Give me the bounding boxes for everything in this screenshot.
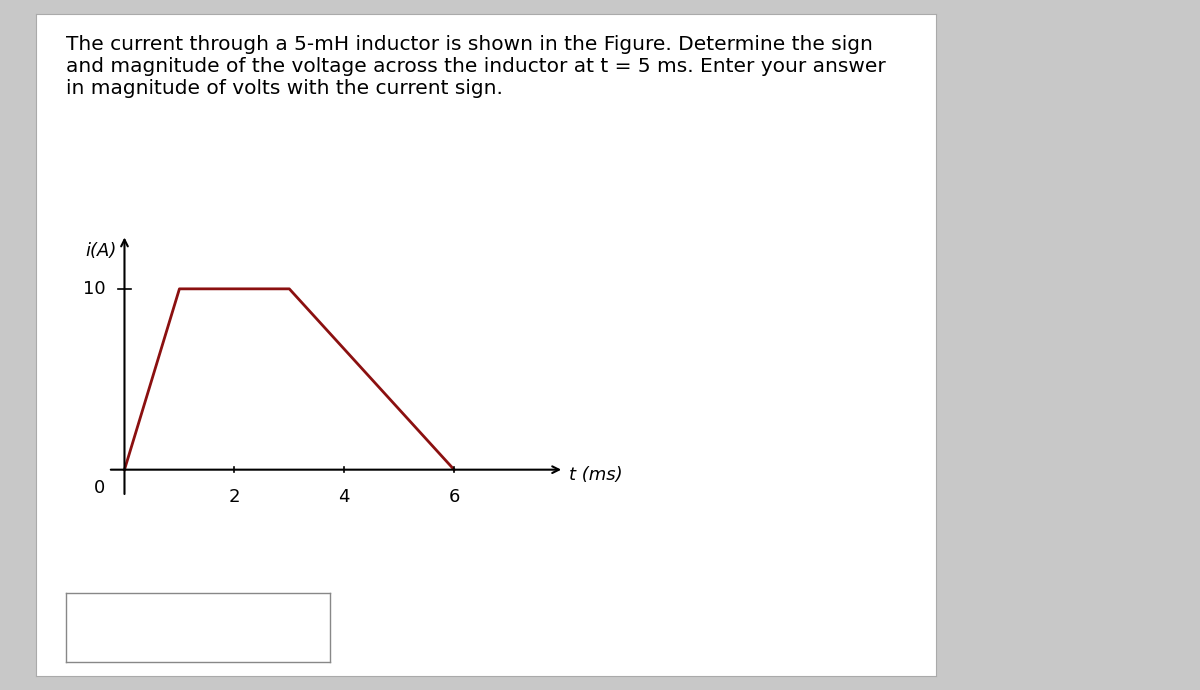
Text: 6: 6: [449, 488, 460, 506]
Text: 4: 4: [338, 488, 350, 506]
Text: i(A): i(A): [85, 241, 116, 259]
Text: t (ms): t (ms): [570, 466, 623, 484]
Text: 10: 10: [83, 280, 106, 298]
Text: 2: 2: [229, 488, 240, 506]
Text: 0: 0: [94, 479, 106, 497]
Text: The current through a 5-mH inductor is shown in the Figure. Determine the sign
a: The current through a 5-mH inductor is s…: [66, 34, 886, 97]
